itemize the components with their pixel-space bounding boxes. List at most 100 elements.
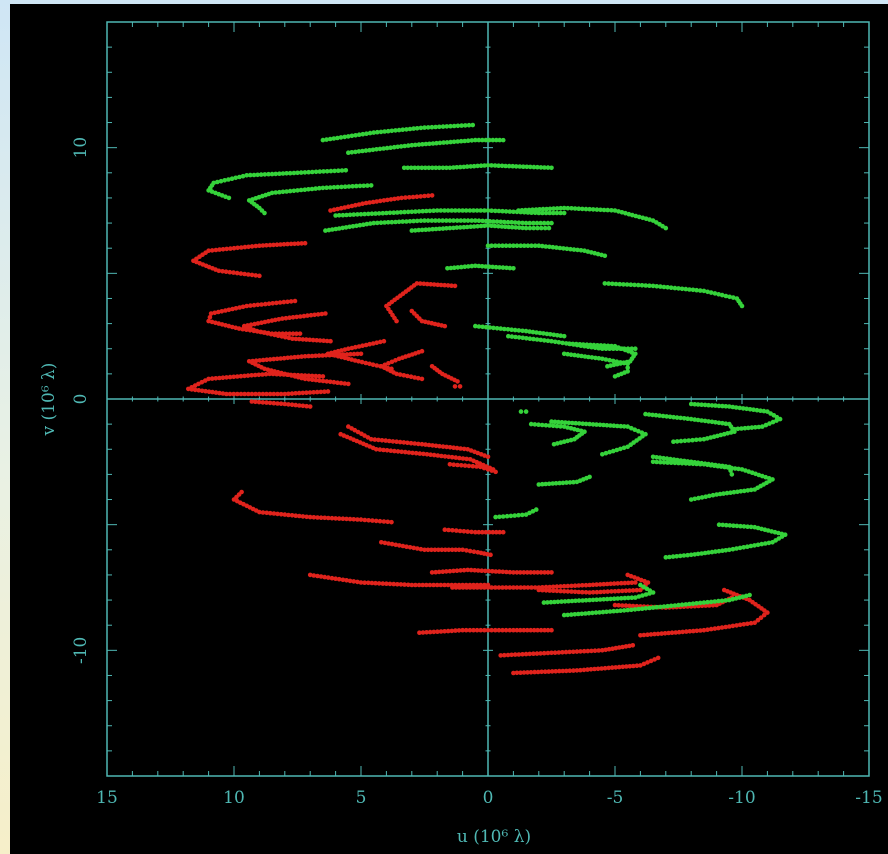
- uv-point: [394, 318, 399, 324]
- uv-point: [260, 510, 266, 515]
- uv-point: [435, 282, 441, 288]
- uv-point: [618, 608, 623, 613]
- uv-point: [454, 568, 460, 573]
- uv-point: [504, 513, 510, 519]
- uv-point: [493, 569, 499, 574]
- uv-point: [295, 241, 301, 246]
- uv-point: [741, 524, 747, 529]
- uv-track-g5: [246, 183, 374, 216]
- uv-point: [419, 441, 425, 447]
- uv-point: [425, 547, 431, 553]
- x-tick-label: 10: [223, 788, 245, 808]
- uv-point: [357, 222, 363, 228]
- uv-point: [719, 625, 725, 630]
- uv-track-g25: [493, 507, 539, 520]
- uv-point: [298, 170, 304, 175]
- uv-point: [487, 219, 493, 224]
- x-tick-label: 5: [356, 788, 367, 808]
- uv-point: [486, 264, 492, 270]
- uv-point: [679, 286, 685, 292]
- uv-point: [676, 460, 681, 466]
- uv-point: [636, 282, 641, 288]
- uv-point: [559, 599, 564, 604]
- uv-point: [320, 185, 326, 191]
- uv-point: [647, 217, 652, 222]
- uv-point: [496, 627, 502, 633]
- uv-point: [278, 401, 284, 407]
- uv-point: [497, 137, 503, 143]
- uv-point: [586, 354, 591, 360]
- uv-point: [597, 610, 602, 615]
- uv-point: [546, 481, 552, 487]
- uv-track-g13: [473, 323, 567, 339]
- uv-point: [748, 524, 754, 530]
- uv-point: [511, 670, 516, 676]
- uv-point: [398, 210, 404, 215]
- uv-point: [445, 628, 451, 634]
- uv-point: [265, 331, 270, 336]
- uv-point: [650, 605, 656, 610]
- uv-point: [270, 301, 276, 306]
- uv-point: [438, 208, 444, 213]
- uv-point: [267, 400, 273, 406]
- uv-point: [298, 187, 304, 193]
- uv-point: [422, 547, 427, 553]
- uv-point: [485, 467, 491, 472]
- uv-point: [654, 604, 659, 610]
- uv-point: [482, 163, 487, 168]
- uv-point: [310, 169, 315, 175]
- uv-track-r6: [409, 308, 448, 329]
- uv-point: [485, 163, 491, 168]
- uv-point: [727, 547, 732, 553]
- uv-point: [580, 598, 585, 603]
- uv-point: [511, 627, 516, 633]
- uv-point: [274, 242, 280, 247]
- uv-point: [442, 208, 447, 213]
- uv-point: [607, 449, 612, 455]
- uv-point: [429, 218, 435, 223]
- uv-point: [452, 283, 458, 289]
- uv-point: [410, 194, 416, 200]
- uv-point: [672, 603, 678, 608]
- uv-point: [509, 220, 514, 225]
- uv-point: [422, 218, 427, 223]
- uv-point: [602, 343, 607, 348]
- uv-point: [528, 670, 534, 675]
- uv-point: [252, 372, 258, 378]
- uv-point: [307, 514, 313, 520]
- uv-point: [692, 417, 697, 422]
- uv-point: [478, 464, 483, 470]
- uv-point: [213, 390, 219, 395]
- uv-point: [376, 437, 381, 443]
- uv-point: [569, 589, 574, 594]
- uv-point: [506, 163, 512, 169]
- uv-point: [613, 281, 619, 287]
- uv-track-r22: [450, 580, 638, 590]
- uv-point: [299, 373, 304, 378]
- uv-point: [300, 337, 306, 342]
- uv-point: [598, 207, 603, 213]
- uv-point: [487, 137, 492, 143]
- uv-point: [469, 138, 475, 143]
- uv-point: [297, 336, 302, 342]
- uv-point: [619, 210, 625, 215]
- uv-point: [520, 225, 525, 231]
- uv-point: [226, 177, 231, 182]
- uv-point: [216, 309, 221, 315]
- uv-point: [695, 402, 701, 407]
- uv-point: [235, 374, 240, 379]
- uv-point: [306, 353, 311, 359]
- uv-point: [318, 389, 324, 395]
- uv-point: [458, 225, 463, 230]
- uv-point: [650, 412, 655, 418]
- uv-point: [398, 582, 404, 587]
- uv-point: [304, 337, 309, 342]
- uv-point: [698, 461, 703, 467]
- uv-point: [393, 128, 398, 133]
- uv-point: [485, 208, 491, 213]
- uv-point: [548, 332, 553, 337]
- uv-point: [645, 660, 650, 665]
- uv-point: [513, 164, 519, 169]
